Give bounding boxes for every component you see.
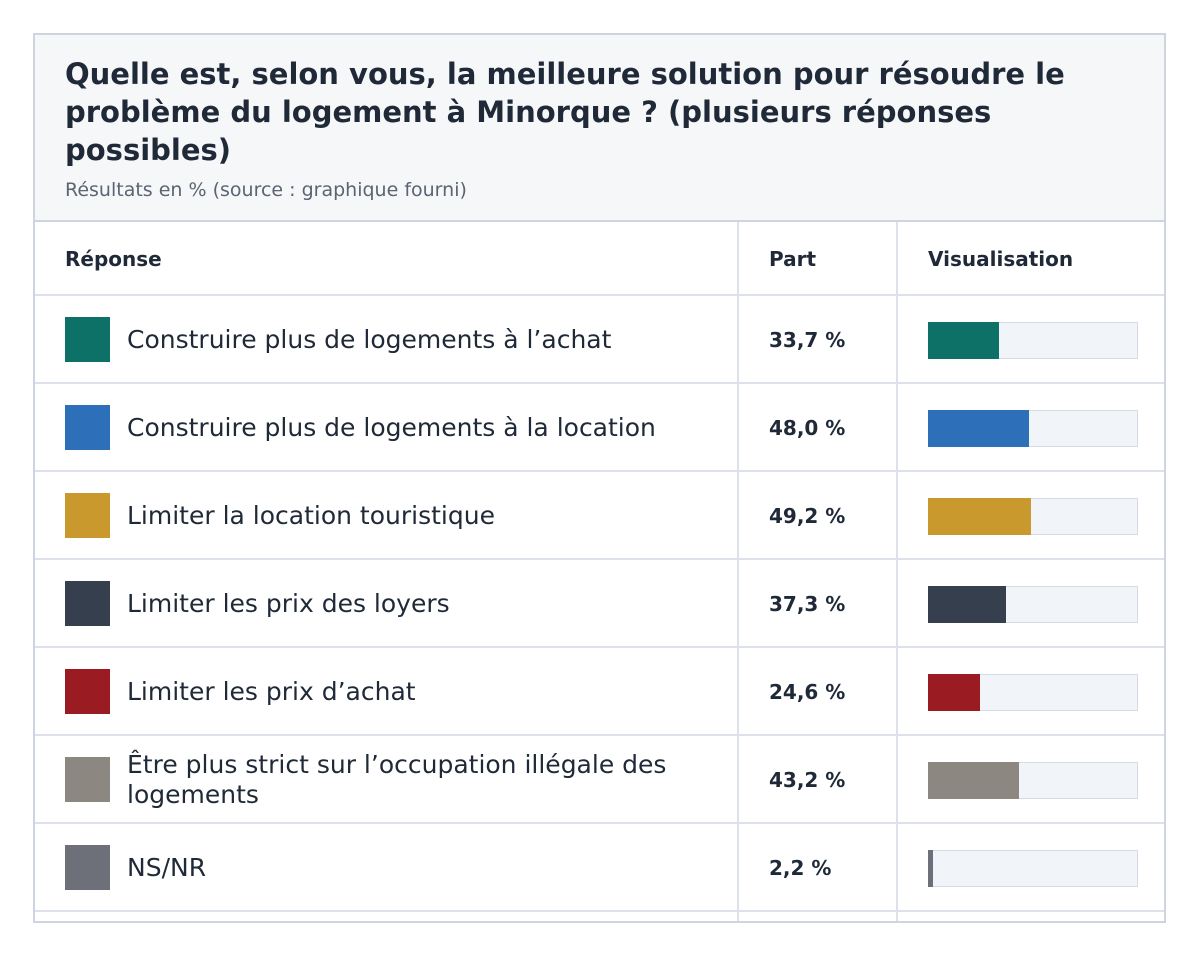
column-header-response: Réponse [65, 247, 162, 271]
row-separator [35, 646, 1164, 648]
legend-swatch [65, 757, 110, 802]
table-row: Être plus strict sur l’occupation illéga… [35, 736, 1164, 822]
table-row: NS/NR 2,2 % [35, 824, 1164, 910]
bar-fill [928, 322, 999, 359]
chart-header: Quelle est, selon vous, la meilleure sol… [35, 35, 1164, 222]
response-label: Construire plus de logements à l’achat [127, 325, 612, 354]
chart-title: Quelle est, selon vous, la meilleure sol… [65, 57, 1065, 167]
response-value: 33,7 % [769, 328, 846, 352]
column-divider [896, 222, 898, 921]
response-value: 37,3 % [769, 592, 846, 616]
results-table: Réponse Part Visualisation Construire pl… [35, 222, 1164, 921]
response-label: Limiter les prix des loyers [127, 589, 450, 618]
chart-subtitle: Résultats en % (source : graphique fourn… [65, 179, 467, 201]
response-label: Être plus strict sur l’occupation illéga… [127, 750, 667, 809]
response-value: 48,0 % [769, 416, 846, 440]
legend-swatch [65, 405, 110, 450]
table-row: Construire plus de logements à l’achat 33… [35, 296, 1164, 382]
response-label: NS/NR [127, 853, 207, 882]
table-row: Limiter les prix des loyers 37,3 % [35, 560, 1164, 646]
legend-swatch [65, 493, 110, 538]
response-label: Limiter la location touristique [127, 501, 495, 530]
row-separator [35, 558, 1164, 560]
column-header-share: Part [769, 247, 817, 271]
bar-fill [928, 586, 1006, 623]
bar-track [928, 498, 1138, 535]
response-value: 2,2 % [769, 856, 832, 880]
column-header-visualisation: Visualisation [928, 247, 1074, 271]
table-row: Limiter les prix d’achat 24,6 % [35, 648, 1164, 734]
response-value: 24,6 % [769, 680, 846, 704]
legend-swatch [65, 669, 110, 714]
row-separator [35, 822, 1164, 824]
bar-fill [928, 850, 933, 887]
column-divider [737, 222, 739, 921]
row-separator [35, 382, 1164, 384]
table-row: Limiter la location touristique 49,2 % [35, 472, 1164, 558]
bar-fill [928, 410, 1029, 447]
bar-track [928, 762, 1138, 799]
row-separator [35, 910, 1164, 912]
bar-fill [928, 762, 1019, 799]
bar-track [928, 586, 1138, 623]
response-value: 43,2 % [769, 768, 846, 792]
response-label: Limiter les prix d’achat [127, 677, 416, 706]
survey-chart-panel: Quelle est, selon vous, la meilleure sol… [33, 33, 1166, 923]
table-row: Construire plus de logements à la locati… [35, 384, 1164, 470]
bar-track [928, 850, 1138, 887]
row-separator [35, 734, 1164, 736]
legend-swatch [65, 581, 110, 626]
legend-swatch [65, 317, 110, 362]
bar-fill [928, 674, 980, 711]
response-value: 49,2 % [769, 504, 846, 528]
header-separator [35, 294, 1164, 296]
bar-track [928, 674, 1138, 711]
response-label: Construire plus de logements à la locati… [127, 413, 656, 442]
row-separator [35, 470, 1164, 472]
bar-fill [928, 498, 1031, 535]
bar-track [928, 410, 1138, 447]
legend-swatch [65, 845, 110, 890]
bar-track [928, 322, 1138, 359]
